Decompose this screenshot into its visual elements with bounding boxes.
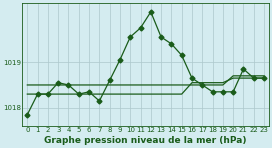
X-axis label: Graphe pression niveau de la mer (hPa): Graphe pression niveau de la mer (hPa) — [44, 136, 247, 145]
